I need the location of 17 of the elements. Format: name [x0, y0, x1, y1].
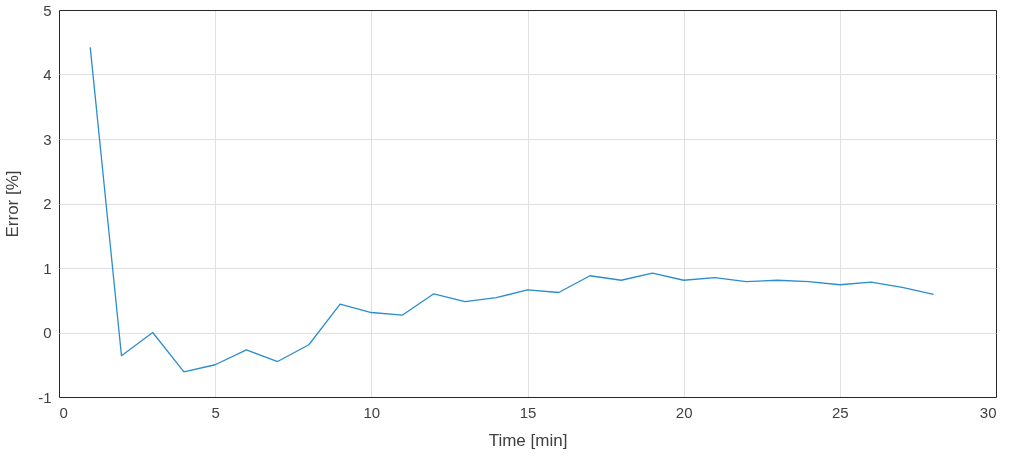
x-tick-label: 5: [211, 403, 220, 421]
y-tick-label: 1: [43, 259, 52, 277]
line-series: [89, 46, 935, 373]
x-tick-label: 20: [675, 403, 693, 421]
x-tick-label: 25: [831, 403, 849, 421]
x-tick-label: 30: [979, 403, 997, 421]
y-tick-label: -1: [38, 388, 52, 406]
x-tick-label: 15: [519, 403, 537, 421]
x-tick-label: 10: [363, 403, 381, 421]
y-tick-label: 5: [43, 1, 52, 19]
x-tick-label: 0: [59, 403, 68, 421]
y-tick-label: 2: [43, 195, 52, 212]
y-axis-title: Error [%]: [3, 170, 23, 238]
x-axis-title: Time [min]: [488, 430, 568, 450]
y-tick-label: 3: [43, 130, 52, 148]
y-tick-label: 4: [43, 66, 52, 83]
y-tick-label: 0: [43, 324, 52, 341]
